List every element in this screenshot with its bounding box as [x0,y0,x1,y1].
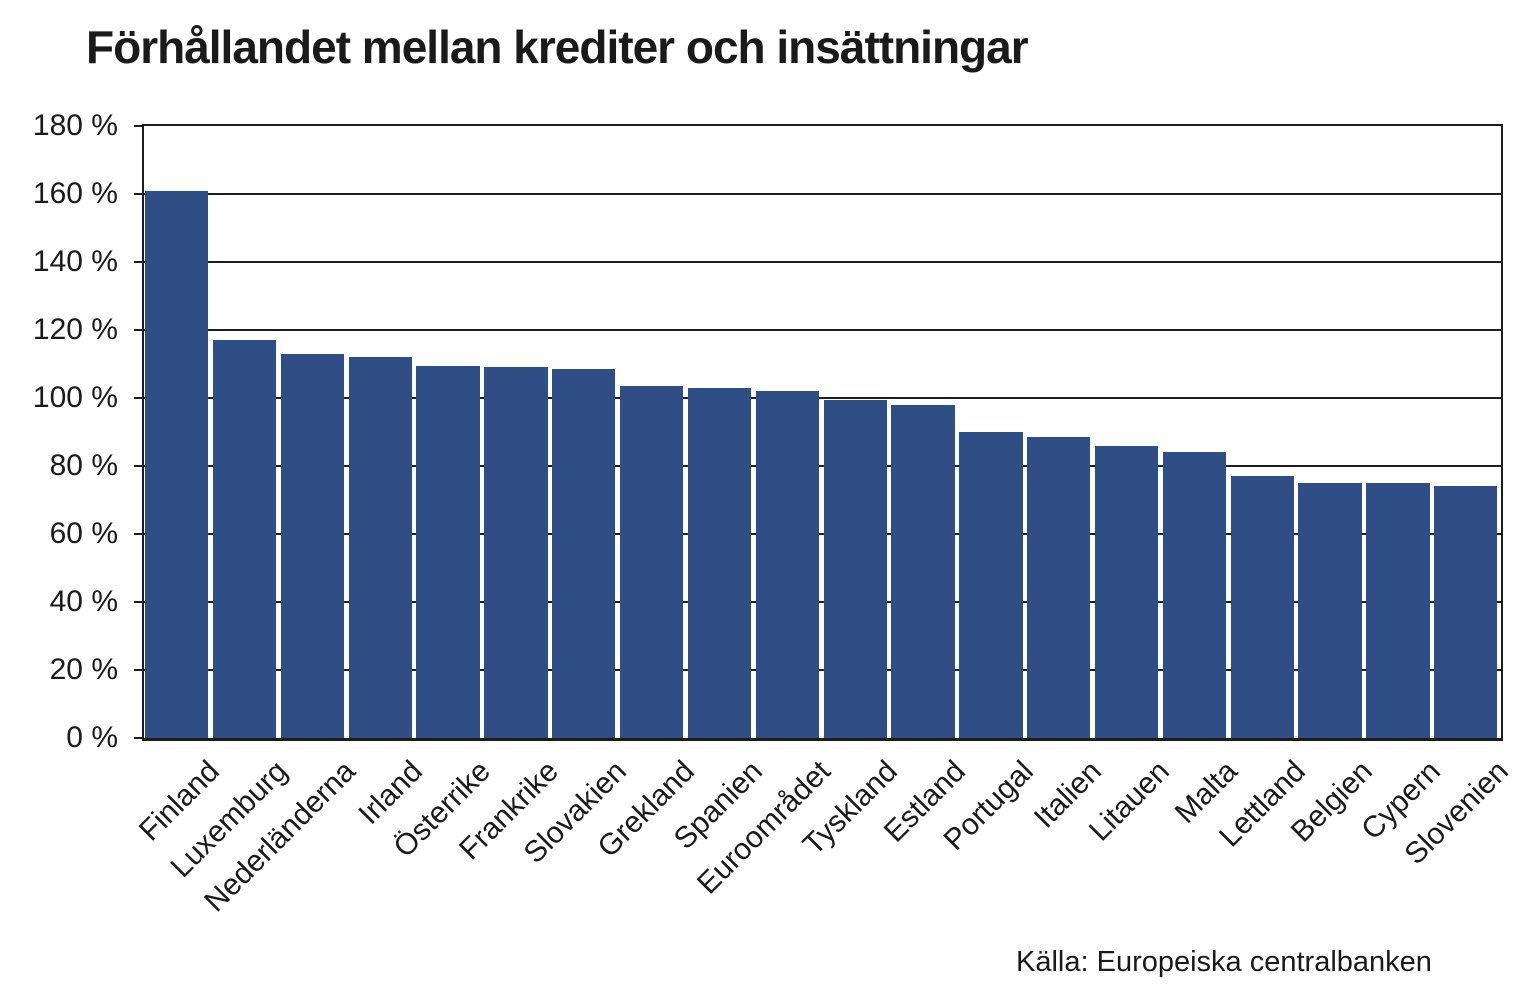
gridline-60 [144,533,1501,535]
gridline-120 [144,329,1501,331]
bar-estland [891,404,955,738]
y-tick-180 [134,125,142,127]
y-tick-60 [134,533,142,535]
bar-lettland [1230,476,1294,738]
gridline-100 [144,397,1501,399]
y-tick-label-100: 100 % [32,381,118,414]
y-tick-140 [134,261,142,263]
bar-frankrike [484,367,548,738]
bar-irland [348,357,412,738]
bar-italien [1027,437,1091,738]
gridline-140 [144,261,1501,263]
bar--sterrike [416,365,480,738]
y-tick-100 [134,397,142,399]
y-tick-label-20: 20 % [49,653,118,686]
source-note: Källa: Europeiska centralbanken [1016,946,1432,978]
y-tick-label-0: 0 % [66,721,118,754]
y-tick-40 [134,601,142,603]
gridline-80 [144,465,1501,467]
bar-spanien [687,387,752,738]
y-tick-label-180: 180 % [32,109,118,142]
y-tick-label-140: 140 % [32,245,118,278]
bar-malta [1162,452,1227,738]
gridline-20 [144,669,1501,671]
y-tick-label-160: 160 % [32,177,118,210]
y-tick-20 [134,669,142,671]
bar-slovakien [552,369,616,738]
y-tick-label-120: 120 % [32,313,118,346]
plot-area [142,124,1503,741]
bar-finland [145,190,209,738]
bar-belgien [1298,483,1362,738]
y-tick-label-60: 60 % [49,517,118,550]
y-tick-0 [134,737,142,739]
y-tick-label-80: 80 % [49,449,118,482]
bar-litauen [1094,445,1159,738]
y-tick-80 [134,465,142,467]
y-tick-120 [134,329,142,331]
bar-nederl-nderna [280,353,345,738]
gridline-40 [144,601,1501,603]
bar-tyskland [823,399,887,738]
bar-euroomr-det [755,391,819,738]
bar-luxemburg [212,340,277,738]
chart-title: Förhållandet mellan krediter och insättn… [86,21,1029,73]
y-tick-label-40: 40 % [49,585,118,618]
bar-portugal [959,432,1023,738]
bar-cypern [1366,483,1430,738]
gridline-160 [144,193,1501,195]
y-tick-160 [134,193,142,195]
bar-slovenien [1434,486,1498,738]
bar-grekland [619,386,684,738]
